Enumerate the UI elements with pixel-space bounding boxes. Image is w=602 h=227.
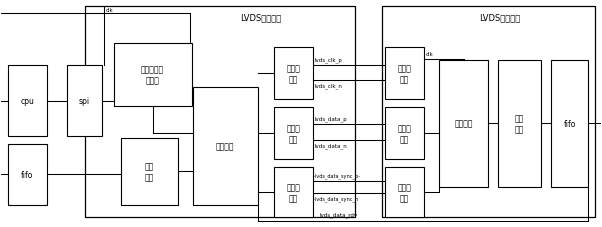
Text: 差分转
单端: 差分转 单端 [398,124,412,143]
Text: LVDS发送模块: LVDS发送模块 [240,13,281,22]
Text: spi: spi [79,97,90,106]
FancyBboxPatch shape [551,60,588,187]
FancyBboxPatch shape [193,88,258,205]
Text: lvds_data_p: lvds_data_p [314,116,347,121]
FancyBboxPatch shape [121,138,178,205]
FancyBboxPatch shape [385,48,424,100]
FancyBboxPatch shape [8,144,47,205]
Text: lvds_data_rdy: lvds_data_rdy [319,212,357,217]
Text: -lvds_data_sync_p-: -lvds_data_sync_p- [314,173,361,178]
Text: cpu: cpu [20,97,34,106]
FancyBboxPatch shape [498,60,541,187]
FancyBboxPatch shape [382,7,595,217]
Text: 单端转
差分: 单端转 差分 [287,124,300,143]
Text: 组帧
模块: 组帧 模块 [144,162,154,181]
Text: 时钟动态调
整模块: 时钟动态调 整模块 [141,65,164,85]
Text: 单端转
差分: 单端转 差分 [287,183,300,202]
Text: 串并转换: 串并转换 [455,119,473,128]
Text: fifo: fifo [21,170,34,179]
Text: 差分转
单端: 差分转 单端 [398,183,412,202]
FancyBboxPatch shape [85,7,355,217]
FancyBboxPatch shape [114,44,191,107]
Text: 解帧
模块: 解帧 模块 [515,114,524,133]
Text: -lvds_data_sync_n: -lvds_data_sync_n [314,195,359,201]
Text: lvds_clk_p: lvds_clk_p [314,57,342,63]
FancyBboxPatch shape [385,168,424,217]
Text: 差分转
单端: 差分转 单端 [398,64,412,84]
Text: lvds_data_n: lvds_data_n [314,142,347,148]
Text: lvds_clk_n: lvds_clk_n [314,83,342,89]
FancyBboxPatch shape [274,168,313,217]
FancyBboxPatch shape [8,66,47,136]
Text: fifo: fifo [563,119,576,128]
Text: 单端转
差分: 单端转 差分 [287,64,300,84]
FancyBboxPatch shape [67,66,102,136]
FancyBboxPatch shape [385,108,424,160]
Text: 并串转换: 并串转换 [216,142,235,151]
FancyBboxPatch shape [439,60,488,187]
Text: LVDS接收模块: LVDS接收模块 [479,13,520,22]
Text: clk: clk [426,52,433,57]
FancyBboxPatch shape [274,48,313,100]
FancyBboxPatch shape [274,108,313,160]
Text: clk: clk [106,8,114,13]
